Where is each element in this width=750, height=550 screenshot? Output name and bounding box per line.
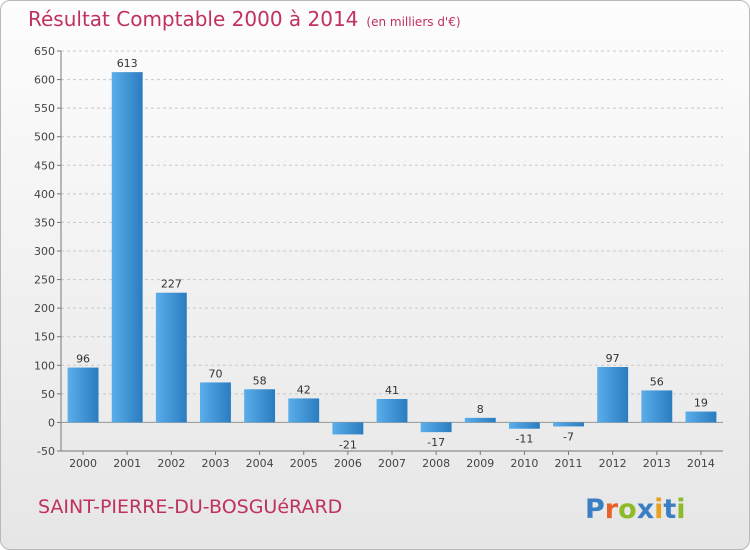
bars (67, 72, 717, 435)
bar-2007 (376, 399, 408, 423)
chart-title: Résultat Comptable 2000 à 2014 (en millie… (28, 7, 461, 31)
data-label: 96 (76, 353, 90, 366)
data-label: 41 (385, 384, 399, 397)
bar-2012 (597, 367, 629, 423)
y-tick-label: 100 (34, 359, 55, 372)
y-tick-label: 500 (34, 131, 55, 144)
bar-2001 (111, 72, 143, 423)
x-tick-label: 2008 (422, 457, 450, 470)
bar-2000 (67, 367, 99, 423)
bar-2003 (200, 382, 231, 423)
y-tick-label: 200 (34, 302, 55, 315)
x-tick-label: 2002 (157, 457, 185, 470)
y-tick-label: 50 (41, 388, 55, 401)
x-tick-label: 2000 (69, 457, 97, 470)
proxiti-logo: Proxiti (585, 494, 686, 525)
x-tick-label: 2014 (687, 457, 715, 470)
commune-name: SAINT-PIERRE-DU-BOSGUéRARD (38, 496, 343, 518)
x-tick-label: 2010 (510, 457, 538, 470)
x-tick-label: 2013 (643, 457, 671, 470)
x-tick-label: 2005 (290, 457, 318, 470)
x-tick-label: 2006 (334, 457, 362, 470)
data-label: -11 (515, 433, 533, 446)
data-label: -17 (427, 436, 445, 449)
bar-2014 (685, 411, 717, 423)
data-label: -21 (339, 438, 357, 451)
y-tick-labels: -50 0 50 100 150 200 250 300 350 400 450 500 550 600 6… (34, 45, 55, 458)
data-label: 56 (650, 375, 664, 388)
data-label: 58 (253, 374, 267, 387)
bar-2010 (508, 422, 540, 429)
chart-subtitle: (en milliers d'€) (366, 15, 461, 29)
bar-2013 (641, 390, 673, 423)
x-tick-label: 2004 (246, 457, 274, 470)
data-labels: 96 613 227 70 58 42 -21 41 -17 8 -11 -7 97 56 19 (76, 57, 708, 451)
data-label: 42 (297, 383, 311, 396)
x-tick-label: 2003 (201, 457, 229, 470)
x-tick-label: 2009 (466, 457, 494, 470)
y-tick-label: 300 (34, 245, 55, 258)
y-tick-label: 450 (34, 159, 55, 172)
y-tick-label: 250 (34, 274, 55, 287)
y-tick-label: 400 (34, 188, 55, 201)
bar-2009 (464, 417, 496, 423)
x-tick-label: 2001 (113, 457, 141, 470)
data-label: 97 (606, 352, 620, 365)
bar-2008 (420, 422, 452, 433)
y-tick-label: 0 (48, 416, 55, 429)
bar-2006 (332, 422, 364, 435)
data-label: 70 (208, 367, 222, 380)
y-tick-label: 650 (34, 45, 55, 58)
y-tick-label: 550 (34, 102, 55, 115)
bar-2002 (155, 292, 187, 423)
y-tick-label: 350 (34, 216, 55, 229)
x-tick-labels: 2000 2001 2002 2003 2004 2005 2006 2007 2008 2009… (69, 457, 715, 470)
y-tick-label: 150 (34, 331, 55, 344)
bar-2011 (553, 422, 584, 427)
x-tick-label: 2007 (378, 457, 406, 470)
svg-text:Proxiti: Proxiti (585, 494, 686, 525)
y-tick-label: -50 (37, 445, 55, 458)
bar-2004 (244, 389, 276, 423)
data-label: 19 (694, 397, 708, 410)
y-tick-label: 600 (34, 74, 55, 87)
data-label: 613 (117, 57, 138, 70)
x-tick-label: 2011 (555, 457, 583, 470)
data-label: 227 (161, 278, 182, 291)
data-label: 8 (477, 403, 484, 416)
data-label: -7 (563, 430, 574, 443)
x-tick-label: 2012 (599, 457, 627, 470)
chart-title-text: Résultat Comptable 2000 à 2014 (28, 7, 359, 31)
bar-2005 (288, 398, 320, 423)
